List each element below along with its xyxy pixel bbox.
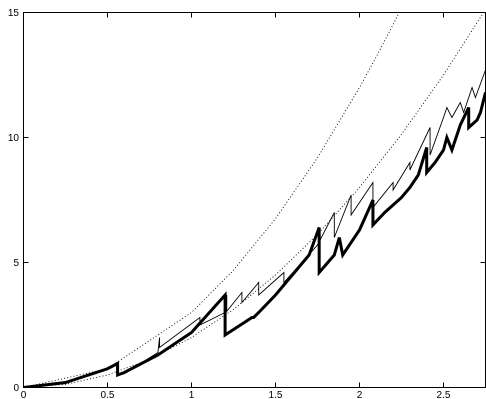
- y-tick-label: 10: [8, 133, 20, 144]
- series-line-2-thin: [23, 69, 486, 388]
- axis-ticks: [23, 12, 486, 388]
- x-tick-label: 2.5: [437, 390, 451, 399]
- x-tick-label: 1: [189, 390, 195, 399]
- series-line-3-thick: [23, 92, 486, 388]
- plot-lines: [23, 12, 486, 388]
- plot-frame: [23, 12, 486, 388]
- x-tick-label: 0: [21, 390, 27, 399]
- axis-tick-labels: 0 0.5 1 1.5 2 2.5 0 5 10 15: [8, 8, 451, 399]
- series-line-1-dotted: [23, 12, 400, 388]
- x-tick-label: 2: [357, 390, 363, 399]
- y-tick-label: 15: [8, 8, 20, 19]
- y-tick-label: 5: [13, 258, 19, 269]
- x-tick-label: 0.5: [101, 390, 115, 399]
- y-tick-label: 0: [13, 383, 19, 394]
- x-tick-label: 1.5: [269, 390, 283, 399]
- series-line-0-dotted: [23, 12, 485, 388]
